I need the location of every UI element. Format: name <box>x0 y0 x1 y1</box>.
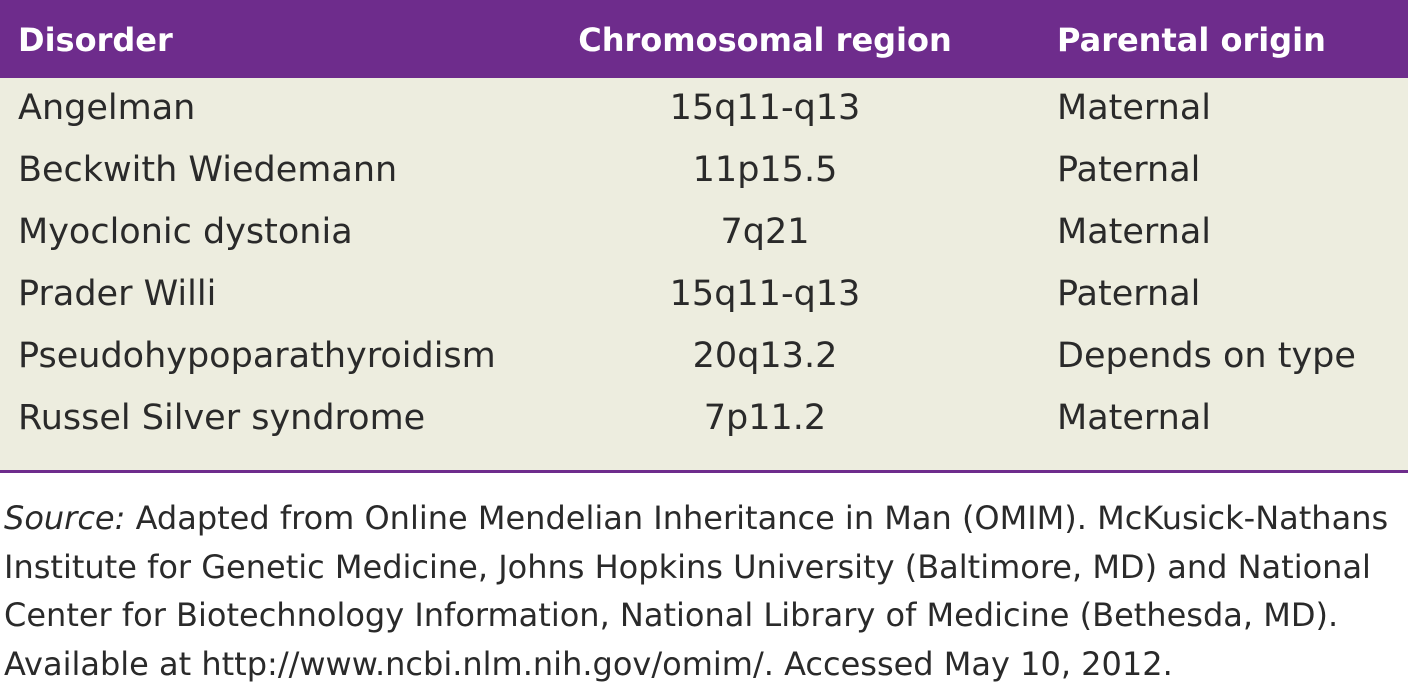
table-row: Beckwith Wiedemann 11p15.5 Paternal <box>0 140 1408 202</box>
source-label: Source: <box>4 499 126 537</box>
source-text: Adapted from Online Mendelian Inheritanc… <box>125 499 1389 537</box>
header-parental-origin: Parental origin <box>1057 21 1326 59</box>
header-disorder: Disorder <box>18 21 173 59</box>
source-line: Available at http://www.ncbi.nlm.nih.gov… <box>4 644 1173 683</box>
cell-chromosomal-region: 20q13.2 <box>692 336 838 376</box>
table-row: Pseudohypoparathyroidism 20q13.2 Depends… <box>0 326 1408 388</box>
table-row: Russel Silver syndrome 7p11.2 Maternal <box>0 388 1408 450</box>
source-note: Source: Adapted from Online Mendelian In… <box>4 494 1404 688</box>
cell-parental-origin: Maternal <box>1057 212 1212 252</box>
cell-disorder: Russel Silver syndrome <box>18 398 426 438</box>
cell-parental-origin: Depends on type <box>1057 336 1356 376</box>
cell-chromosomal-region: 15q11-q13 <box>669 88 861 128</box>
cell-parental-origin: Paternal <box>1057 150 1201 190</box>
cell-parental-origin: Paternal <box>1057 274 1201 314</box>
cell-disorder: Angelman <box>18 88 196 128</box>
cell-chromosomal-region: 15q11-q13 <box>669 274 861 314</box>
header-chromosomal-region: Chromosomal region <box>578 21 952 59</box>
cell-disorder: Myoclonic dystonia <box>18 212 353 252</box>
table-row: Prader Willi 15q11-q13 Paternal <box>0 264 1408 326</box>
cell-chromosomal-region: 7p11.2 <box>703 398 827 438</box>
source-line: Institute for Genetic Medicine, Johns Ho… <box>4 547 1371 586</box>
table-row: Angelman 15q11-q13 Maternal <box>0 78 1408 140</box>
cell-parental-origin: Maternal <box>1057 398 1212 438</box>
disorder-table: Disorder Chromosomal region Parental ori… <box>0 0 1408 473</box>
cell-disorder: Pseudohypoparathyroidism <box>18 336 496 376</box>
cell-parental-origin: Maternal <box>1057 88 1212 128</box>
table-row: Myoclonic dystonia 7q21 Maternal <box>0 202 1408 264</box>
table-header: Disorder Chromosomal region Parental ori… <box>0 0 1408 78</box>
cell-chromosomal-region: 11p15.5 <box>692 150 838 190</box>
source-line: Source: Adapted from Online Mendelian In… <box>4 494 1404 543</box>
source-line: Center for Biotechnology Information, Na… <box>4 596 1339 634</box>
cell-disorder: Prader Willi <box>18 274 217 314</box>
cell-chromosomal-region: 7q21 <box>720 212 810 252</box>
cell-disorder: Beckwith Wiedemann <box>18 150 398 190</box>
